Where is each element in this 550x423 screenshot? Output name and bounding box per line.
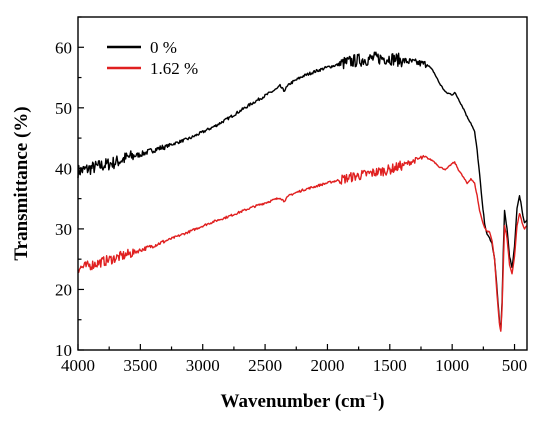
x-tick-label: 500: [502, 356, 528, 375]
x-tick-label: 3500: [123, 356, 157, 375]
x-tick-label: 1500: [373, 356, 407, 375]
plot-lines: [77, 51, 528, 332]
plot-frame: [77, 16, 528, 351]
series-line-2: [77, 154, 528, 332]
x-tick-label: 1000: [435, 356, 469, 375]
y-tick-label: 40: [55, 159, 72, 178]
x-tick-label: 4000: [61, 356, 95, 375]
y-tick-label: 50: [55, 99, 72, 118]
y-axis-title: Transmittance (%): [11, 106, 32, 260]
x-tick-label: 3000: [186, 356, 220, 375]
x-tick-label: 2500: [248, 356, 282, 375]
y-tick-label: 30: [55, 220, 72, 239]
legend-label-1: 0 %: [150, 38, 177, 57]
y-tick-label: 10: [55, 341, 72, 360]
x-tick-label: 2000: [310, 356, 344, 375]
y-tick-label: 20: [55, 280, 72, 299]
x-axis-ticks: 4000 3500 3000 2500 2000 1500 1000 500: [61, 344, 527, 375]
y-axis-ticks: 10 20 30 40 50 60: [55, 16, 84, 360]
legend: 0 % 1.62 %: [107, 38, 198, 78]
y-tick-label: 60: [55, 38, 72, 57]
legend-label-2: 1.62 %: [150, 59, 198, 78]
x-axis-title: Wavenumber (cm−1): [221, 389, 385, 412]
series-line-1: [77, 51, 528, 331]
